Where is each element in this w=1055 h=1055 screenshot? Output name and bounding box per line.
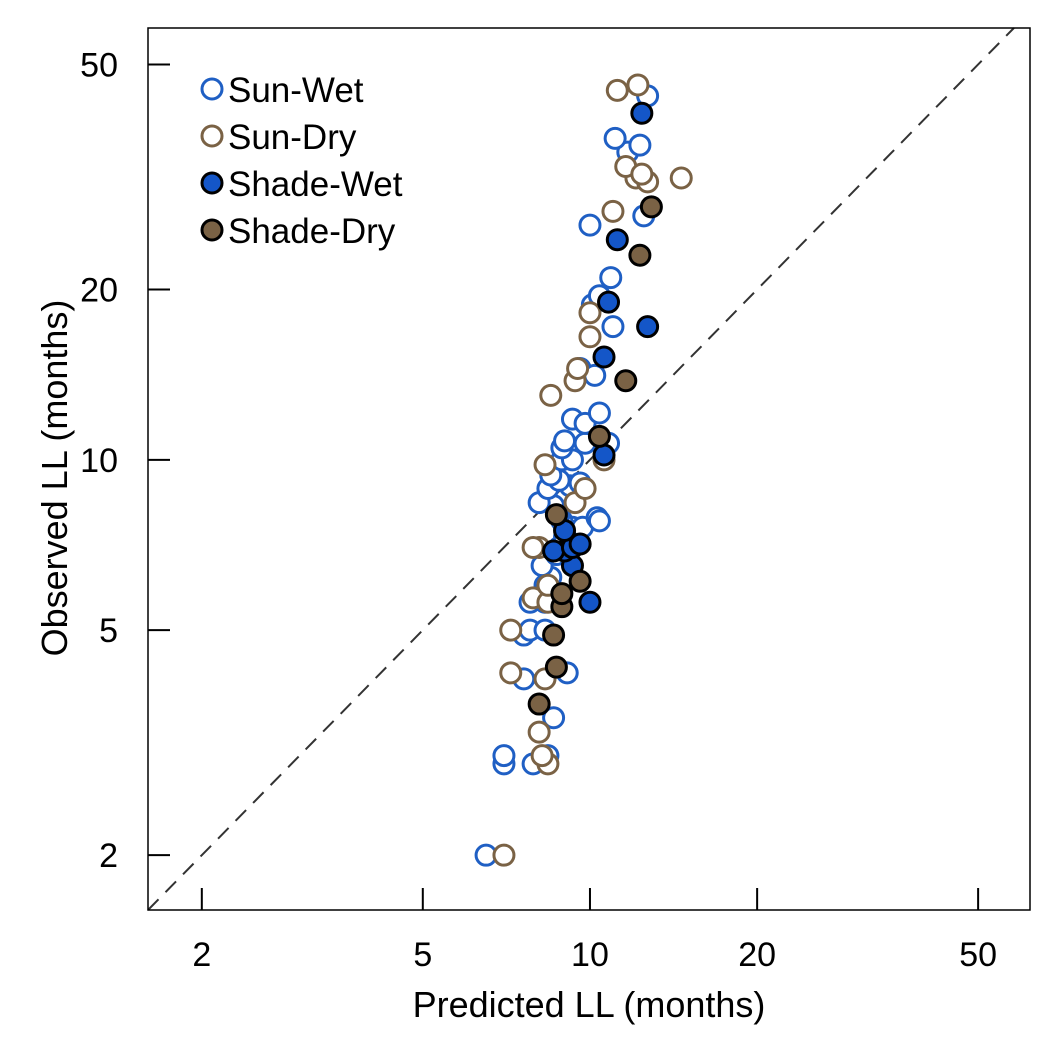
point-shade-wet: [542, 539, 566, 563]
point-sun-dry: [578, 325, 602, 349]
point-shade-dry: [544, 503, 568, 527]
y-axis-label: Observed LL (months): [34, 300, 75, 657]
y-axis-ticks: 2 5 10 20 50: [80, 46, 170, 875]
legend-marker-sun-dry: [200, 124, 224, 148]
legend: Sun-Wet Sun-Dry Shade-Wet Shade-Dry: [200, 71, 403, 251]
point-sun-wet: [587, 401, 611, 425]
x-axis-label: Predicted LL (months): [413, 984, 766, 1025]
point-sun-dry: [605, 78, 629, 102]
point-shade-wet: [578, 590, 602, 614]
x-tick-label: 20: [738, 936, 776, 974]
point-sun-dry: [533, 453, 557, 477]
legend-marker-sun-wet: [200, 77, 224, 101]
point-shade-dry: [587, 424, 611, 448]
point-shade-dry: [628, 243, 652, 267]
point-sun-dry: [527, 720, 551, 744]
one-to-one-reference-line: [147, 27, 1015, 911]
point-sun-wet: [587, 509, 611, 533]
point-shade-dry: [527, 692, 551, 716]
point-sun-dry: [630, 162, 654, 186]
point-shade-dry: [544, 655, 568, 679]
legend-label-sun-dry: Sun-Dry: [228, 118, 357, 157]
y-tick-label: 2: [99, 837, 118, 875]
legend-marker-shade-dry: [200, 218, 224, 242]
point-sun-wet: [599, 266, 623, 290]
point-sun-wet: [628, 133, 652, 157]
point-shade-wet: [630, 101, 654, 125]
y-tick-label: 10: [80, 442, 118, 480]
point-sun-dry: [530, 744, 554, 768]
point-sun-dry: [669, 166, 693, 190]
x-tick-label: 2: [192, 936, 211, 974]
point-shade-dry: [550, 582, 574, 606]
x-tick-label: 10: [571, 936, 609, 974]
legend-marker-shade-wet: [200, 171, 224, 195]
point-sun-dry: [499, 661, 523, 685]
point-shade-wet: [605, 228, 629, 252]
y-tick-label: 50: [80, 46, 118, 84]
point-sun-wet: [492, 744, 516, 768]
point-shade-dry: [614, 369, 638, 393]
point-sun-dry: [539, 383, 563, 407]
y-tick-label: 5: [99, 612, 118, 650]
point-sun-dry: [573, 476, 597, 500]
point-shade-wet: [592, 443, 616, 467]
x-tick-label: 5: [413, 936, 432, 974]
legend-label-shade-dry: Shade-Dry: [228, 212, 396, 251]
point-sun-wet: [553, 429, 577, 453]
point-shade-wet: [592, 345, 616, 369]
point-shade-dry: [542, 623, 566, 647]
point-shade-wet: [636, 315, 660, 339]
point-sun-dry: [499, 618, 523, 642]
legend-label-shade-wet: Shade-Wet: [228, 165, 403, 204]
x-tick-label: 50: [959, 936, 997, 974]
legend-label-sun-wet: Sun-Wet: [228, 71, 364, 110]
y-tick-label: 20: [80, 272, 118, 310]
point-sun-wet: [603, 126, 627, 150]
data-points: [474, 73, 693, 867]
point-shade-wet: [568, 532, 592, 556]
x-axis-ticks: 2 5 10 20 50: [192, 888, 997, 974]
point-sun-wet: [578, 213, 602, 237]
point-shade-wet: [597, 290, 621, 314]
point-sun-dry: [566, 357, 590, 381]
point-shade-dry: [568, 569, 592, 593]
point-sun-dry: [578, 301, 602, 325]
point-shade-dry: [639, 195, 663, 219]
point-sun-wet: [542, 706, 566, 730]
point-sun-dry: [601, 199, 625, 223]
point-sun-wet: [601, 315, 625, 339]
point-sun-dry: [626, 73, 650, 97]
point-sun-dry: [521, 535, 545, 559]
point-sun-dry: [492, 843, 516, 867]
